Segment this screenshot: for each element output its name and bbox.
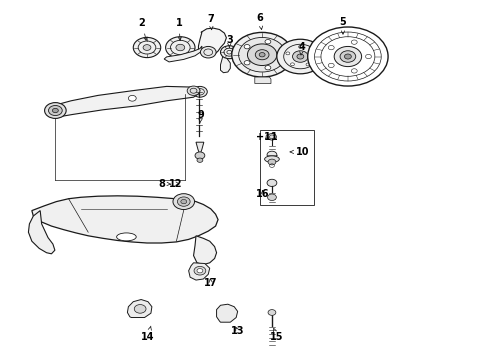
Text: 14: 14 — [141, 326, 155, 342]
Polygon shape — [189, 263, 210, 280]
Circle shape — [366, 54, 371, 59]
Circle shape — [308, 27, 388, 86]
Circle shape — [232, 32, 293, 77]
Circle shape — [255, 50, 269, 60]
Circle shape — [220, 46, 238, 59]
Circle shape — [166, 37, 195, 58]
Polygon shape — [217, 304, 238, 322]
Circle shape — [351, 40, 357, 44]
Circle shape — [268, 159, 276, 165]
Text: 1: 1 — [175, 18, 182, 40]
Circle shape — [277, 39, 324, 74]
Ellipse shape — [265, 156, 279, 162]
Polygon shape — [53, 86, 200, 117]
Text: 8: 8 — [158, 179, 171, 189]
Text: 7: 7 — [207, 14, 214, 30]
Circle shape — [181, 199, 187, 204]
Circle shape — [173, 194, 195, 210]
Polygon shape — [255, 77, 271, 84]
Circle shape — [45, 103, 66, 118]
Circle shape — [291, 63, 294, 66]
Text: 16: 16 — [256, 189, 270, 199]
Circle shape — [268, 194, 276, 201]
Circle shape — [197, 269, 203, 273]
Text: 13: 13 — [231, 326, 245, 336]
Text: 9: 9 — [197, 110, 204, 123]
Bar — [260, 130, 314, 205]
Circle shape — [286, 52, 290, 55]
Circle shape — [334, 46, 362, 67]
Circle shape — [267, 151, 277, 158]
Polygon shape — [127, 300, 152, 318]
Circle shape — [293, 51, 308, 62]
Circle shape — [128, 95, 136, 101]
Circle shape — [187, 86, 200, 95]
Circle shape — [244, 60, 250, 65]
Polygon shape — [164, 46, 202, 62]
Circle shape — [244, 45, 250, 49]
Circle shape — [247, 44, 277, 66]
Text: 3: 3 — [226, 35, 233, 48]
Circle shape — [311, 52, 315, 55]
Circle shape — [143, 45, 151, 50]
Text: 2: 2 — [139, 18, 147, 40]
Circle shape — [133, 37, 161, 58]
Circle shape — [268, 310, 276, 315]
Polygon shape — [32, 196, 218, 243]
Text: 12: 12 — [169, 179, 182, 189]
Text: 17: 17 — [204, 278, 218, 288]
Circle shape — [340, 51, 356, 62]
Polygon shape — [194, 236, 217, 265]
Text: 6: 6 — [256, 13, 263, 30]
Polygon shape — [220, 54, 230, 73]
Circle shape — [239, 37, 286, 72]
Circle shape — [197, 158, 203, 162]
Circle shape — [176, 44, 185, 51]
Ellipse shape — [117, 233, 136, 241]
Circle shape — [344, 54, 351, 59]
Text: 5: 5 — [340, 17, 346, 34]
Circle shape — [328, 45, 334, 50]
Text: +11: +11 — [256, 132, 278, 142]
Circle shape — [328, 63, 334, 68]
Circle shape — [306, 63, 310, 66]
Circle shape — [200, 46, 216, 58]
Circle shape — [194, 266, 206, 275]
Circle shape — [265, 40, 271, 44]
Circle shape — [265, 66, 271, 70]
Circle shape — [177, 197, 190, 206]
Circle shape — [52, 108, 58, 113]
Polygon shape — [28, 211, 55, 254]
Circle shape — [195, 152, 205, 159]
Text: 4: 4 — [298, 42, 305, 55]
Circle shape — [351, 69, 357, 73]
Circle shape — [259, 53, 265, 57]
Circle shape — [278, 53, 284, 57]
Circle shape — [267, 179, 277, 186]
Polygon shape — [196, 142, 204, 155]
Circle shape — [297, 54, 304, 59]
Circle shape — [268, 134, 276, 140]
Text: 10: 10 — [290, 147, 310, 157]
Circle shape — [193, 86, 207, 97]
Circle shape — [49, 105, 62, 116]
Text: 15: 15 — [270, 328, 284, 342]
Circle shape — [134, 305, 146, 313]
Circle shape — [298, 45, 302, 48]
Polygon shape — [198, 28, 226, 55]
